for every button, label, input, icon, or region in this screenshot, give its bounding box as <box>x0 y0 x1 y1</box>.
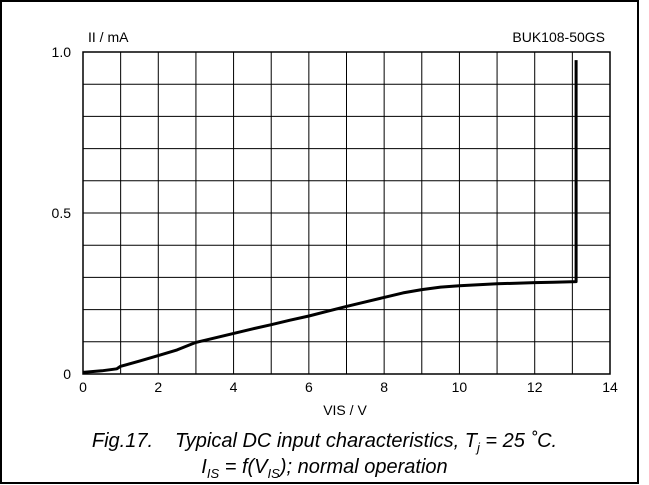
y-axis-label: II / mA <box>88 29 129 45</box>
caption-text: Typical DC input characteristics, T <box>175 430 477 452</box>
x-tick-label: 8 <box>380 379 388 395</box>
caption-formula-i-sub: IS <box>206 466 220 481</box>
caption-formula-f: = f(V <box>219 456 268 478</box>
y-tick-label: 0 <box>63 366 71 382</box>
x-tick-label: 12 <box>527 379 543 395</box>
x-tick-label: 4 <box>230 379 238 395</box>
x-tick-label: 14 <box>602 379 618 395</box>
caption-formula-end: ); normal operation <box>279 456 448 478</box>
caption-subscript: j <box>476 440 480 455</box>
figure-caption-line-2: IIS = f(VIS); normal operation <box>0 455 649 481</box>
x-axis-ticks: 0 2 4 6 8 10 12 14 <box>79 379 618 395</box>
x-tick-label: 0 <box>79 379 87 395</box>
chart-grid <box>83 52 610 374</box>
x-tick-label: 6 <box>305 379 313 395</box>
caption-formula-i: I <box>201 456 207 478</box>
x-tick-label: 10 <box>452 379 468 395</box>
chart-title: BUK108-50GS <box>512 29 605 45</box>
caption-text-end: = 25 ˚C. <box>479 430 558 452</box>
series-group <box>82 60 578 374</box>
x-tick-label: 2 <box>154 379 162 395</box>
figure-caption-line-1: Fig.17. Typical DC input characteristics,… <box>0 429 649 455</box>
y-axis-ticks: 0 0.5 1.0 <box>52 44 72 382</box>
y-tick-label: 0.5 <box>52 205 72 221</box>
x-axis-label: VIS / V <box>323 402 367 418</box>
plot-area-border <box>82 51 611 375</box>
caption-formula-v-sub: IS <box>267 466 280 481</box>
series-line <box>82 60 578 374</box>
y-tick-label: 1.0 <box>52 44 72 60</box>
figure-number: Fig.17. <box>91 430 154 452</box>
